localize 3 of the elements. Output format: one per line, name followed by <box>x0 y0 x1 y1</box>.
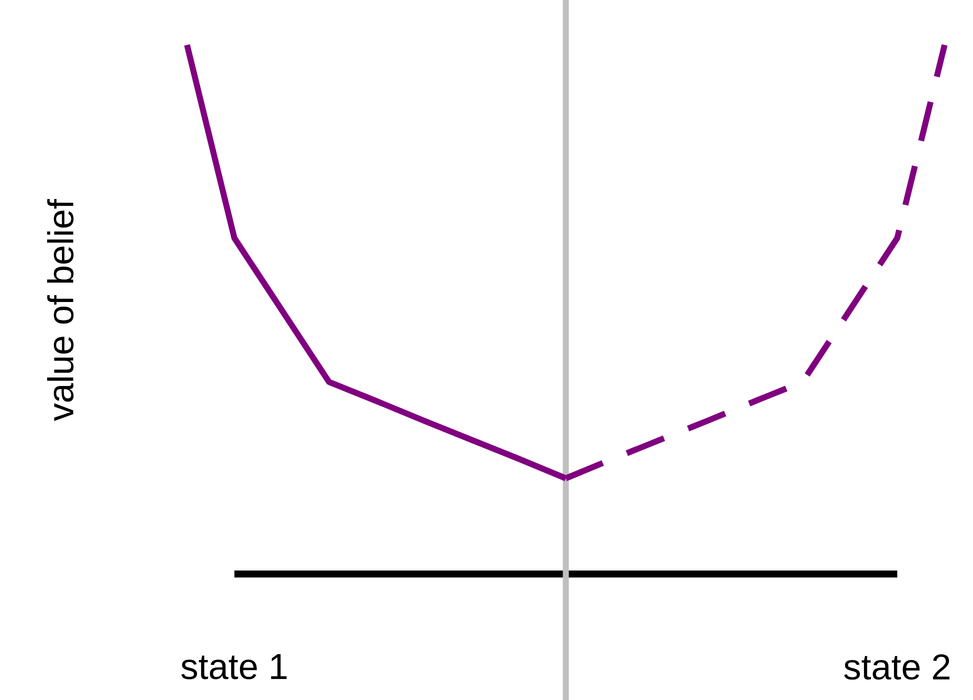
x-tick-label: state 2 <box>844 654 950 680</box>
x-tick-label: state 1 <box>181 654 287 680</box>
y-axis-title: value of belief <box>47 199 74 422</box>
